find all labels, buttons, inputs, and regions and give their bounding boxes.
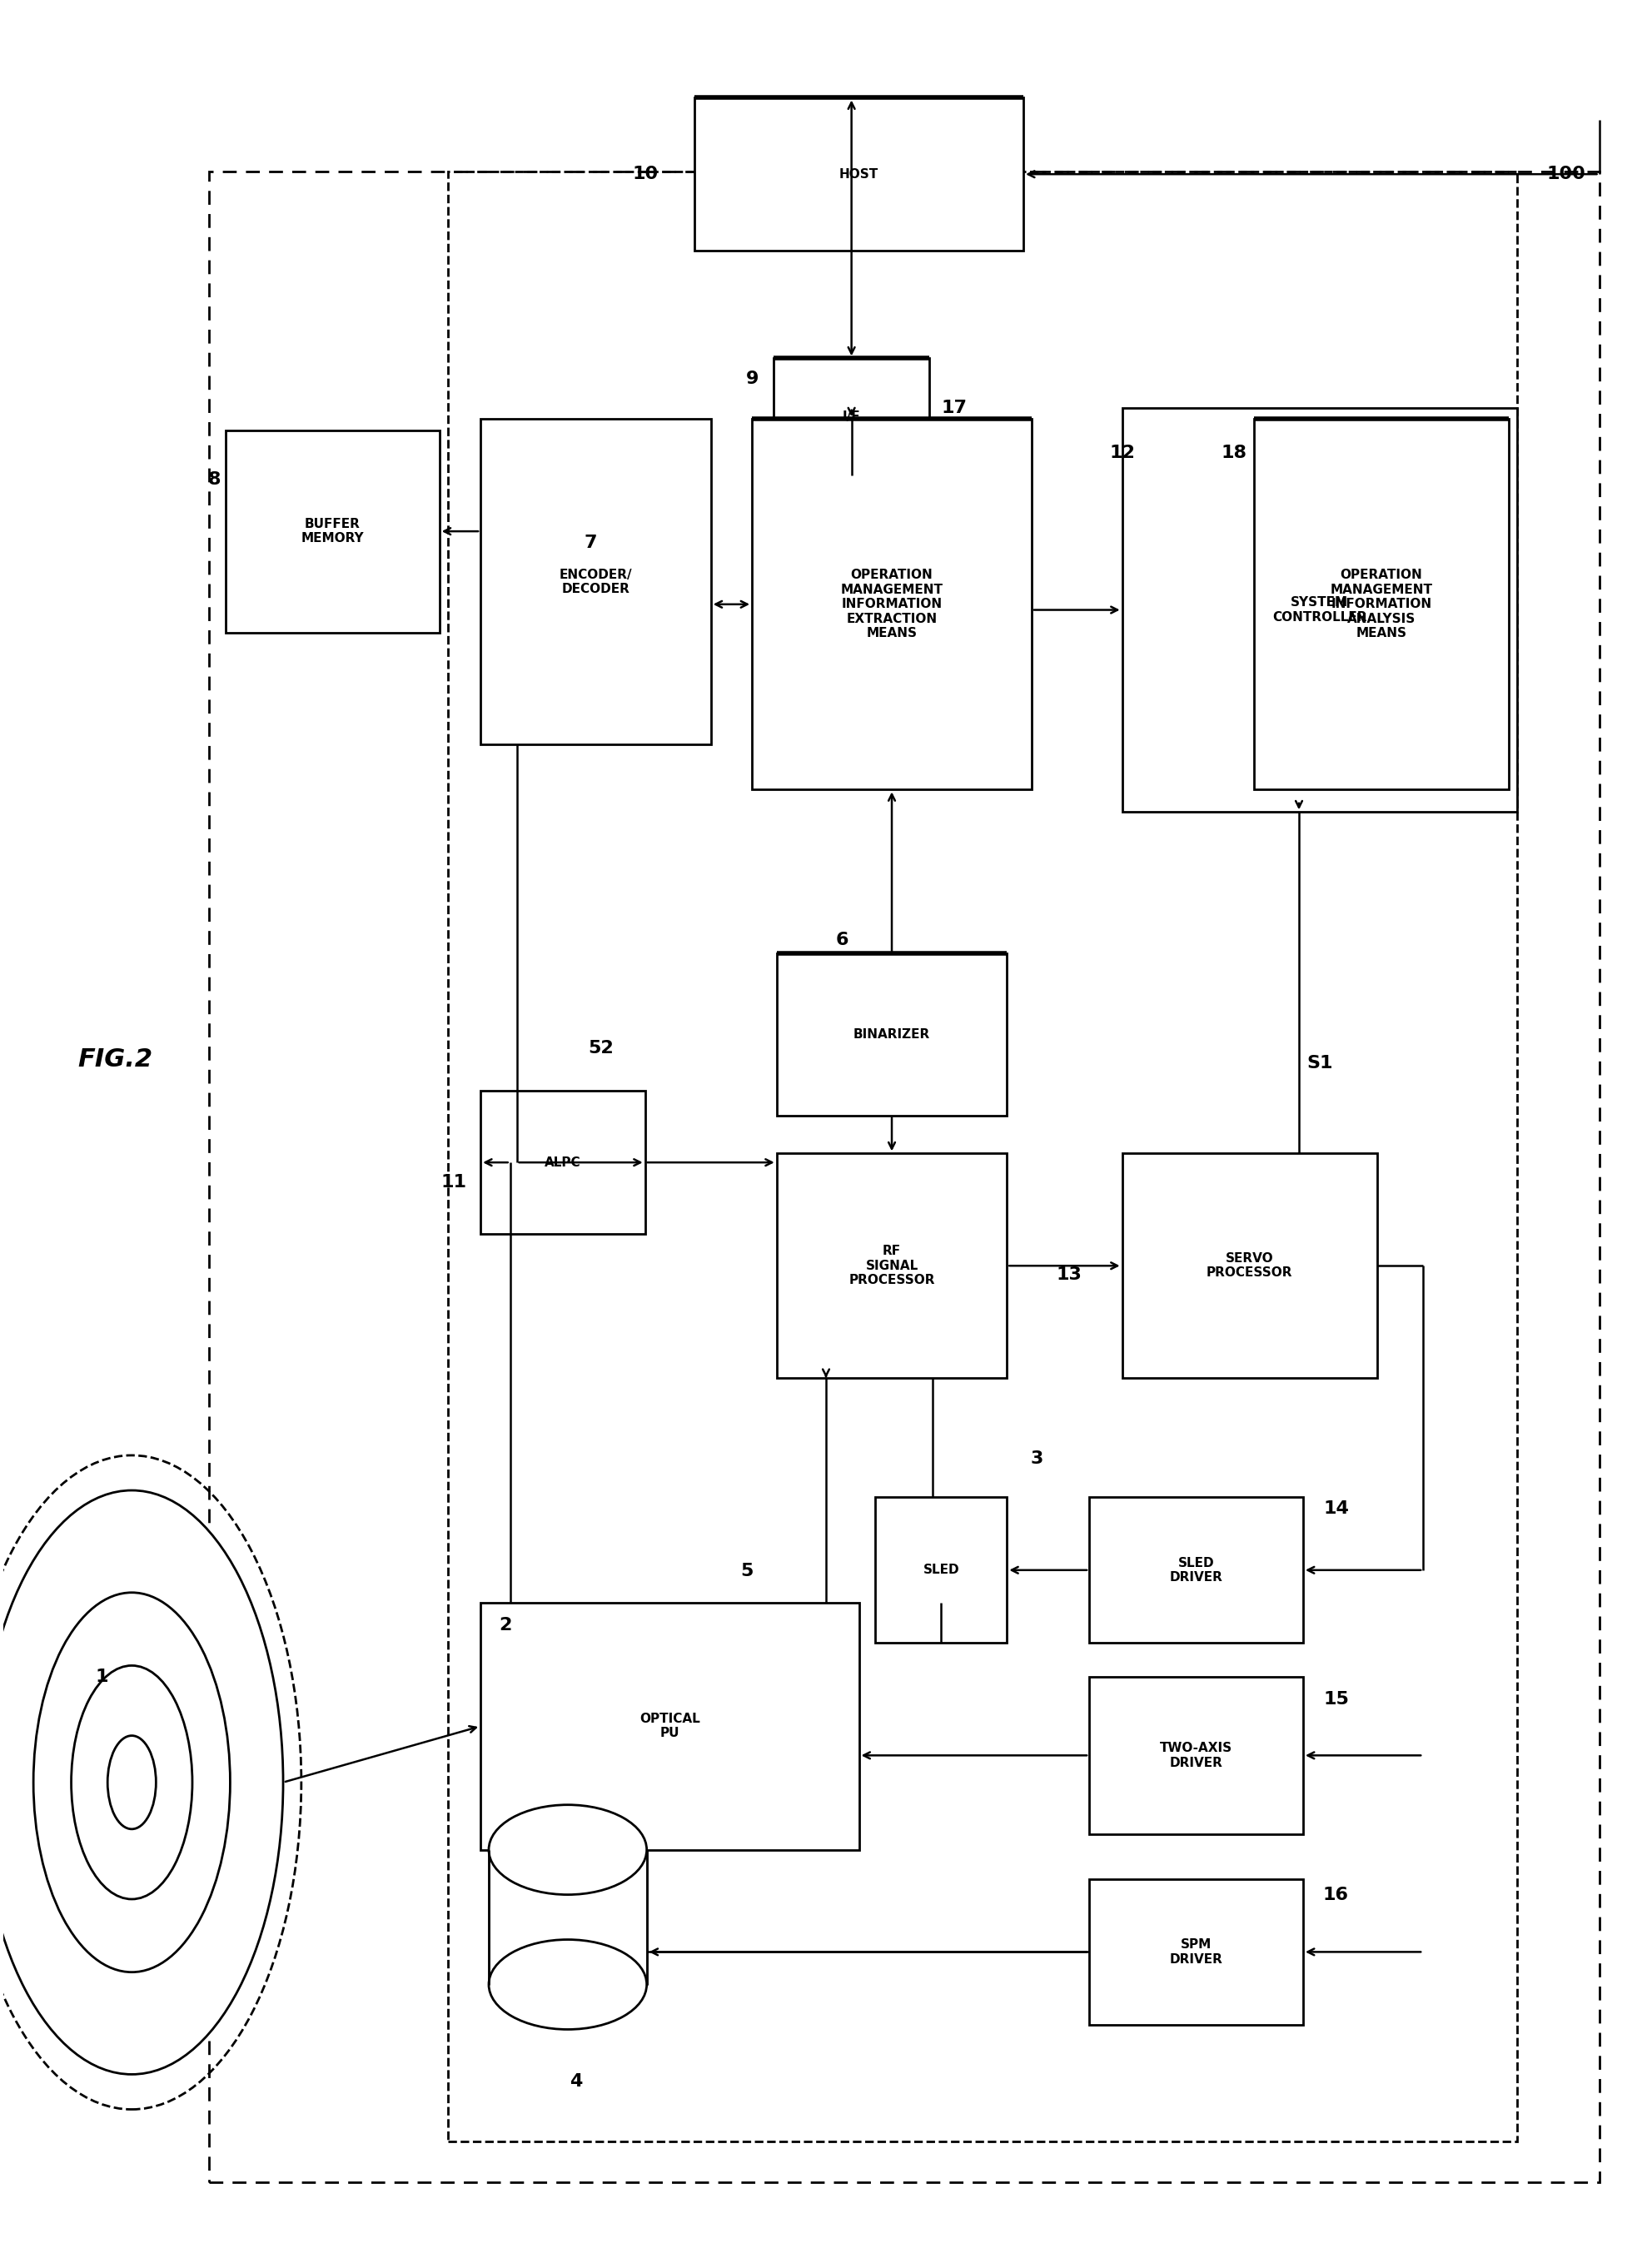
Text: 16: 16 xyxy=(1323,1886,1350,1904)
Text: S1: S1 xyxy=(1307,1054,1333,1072)
Text: SERVO
PROCESSOR: SERVO PROCESSOR xyxy=(1206,1253,1294,1280)
Text: TWO-AXIS
DRIVER: TWO-AXIS DRIVER xyxy=(1160,1742,1232,1769)
Text: 2: 2 xyxy=(499,1618,512,1633)
Bar xyxy=(1122,408,1517,811)
Text: 52: 52 xyxy=(588,1039,613,1057)
Text: OPTICAL
PU: OPTICAL PU xyxy=(639,1712,700,1739)
Text: SPM
DRIVER: SPM DRIVER xyxy=(1170,1938,1222,1965)
Bar xyxy=(752,419,1031,789)
Ellipse shape xyxy=(107,1735,155,1829)
Text: SLED
DRIVER: SLED DRIVER xyxy=(1170,1557,1222,1584)
Bar xyxy=(481,1602,859,1850)
Text: 100: 100 xyxy=(1546,167,1586,182)
Text: OPERATION
MANAGEMENT
INFORMATION
ANALYSIS
MEANS: OPERATION MANAGEMENT INFORMATION ANALYSI… xyxy=(1330,570,1432,640)
Text: 3: 3 xyxy=(1031,1451,1042,1467)
Ellipse shape xyxy=(0,1491,282,2075)
Text: 4: 4 xyxy=(570,2073,583,2089)
Text: SLED: SLED xyxy=(923,1564,960,1577)
Ellipse shape xyxy=(33,1593,230,1971)
Text: 10: 10 xyxy=(633,167,657,182)
Bar xyxy=(1254,419,1508,789)
Bar xyxy=(776,953,1008,1115)
Bar xyxy=(226,430,439,633)
Ellipse shape xyxy=(71,1665,192,1899)
Text: BUFFER
MEMORY: BUFFER MEMORY xyxy=(301,518,363,545)
Bar xyxy=(481,419,710,746)
Text: 5: 5 xyxy=(740,1564,753,1579)
Bar xyxy=(1089,1879,1303,2025)
Text: 11: 11 xyxy=(441,1174,468,1192)
Bar xyxy=(1122,1154,1378,1379)
Bar xyxy=(481,1090,644,1235)
Bar xyxy=(876,1496,1008,1642)
Text: ALPC: ALPC xyxy=(545,1156,582,1169)
Text: 6: 6 xyxy=(836,933,849,949)
Bar xyxy=(210,171,1599,2183)
Text: HOST: HOST xyxy=(839,169,879,180)
Text: FIG.2: FIG.2 xyxy=(78,1048,154,1070)
Text: 13: 13 xyxy=(1057,1266,1082,1282)
Text: 18: 18 xyxy=(1221,444,1247,462)
Ellipse shape xyxy=(489,1805,646,1895)
Text: 14: 14 xyxy=(1323,1500,1348,1516)
Text: 17: 17 xyxy=(942,399,966,417)
Text: SYSTEM
CONTROLLER: SYSTEM CONTROLLER xyxy=(1272,597,1366,624)
Bar xyxy=(1089,1676,1303,1834)
Ellipse shape xyxy=(489,1940,646,2030)
Bar xyxy=(776,1154,1008,1379)
Text: 8: 8 xyxy=(208,471,220,489)
Text: BINARIZER: BINARIZER xyxy=(854,1027,930,1041)
Bar xyxy=(694,97,1023,250)
Text: 12: 12 xyxy=(1108,444,1135,462)
Text: 15: 15 xyxy=(1323,1692,1348,1708)
Text: ENCODER/
DECODER: ENCODER/ DECODER xyxy=(560,568,633,595)
Text: OPERATION
MANAGEMENT
INFORMATION
EXTRACTION
MEANS: OPERATION MANAGEMENT INFORMATION EXTRACT… xyxy=(841,570,943,640)
Bar xyxy=(489,1850,646,1985)
Text: 7: 7 xyxy=(585,534,598,550)
Bar xyxy=(773,358,930,475)
Text: 1: 1 xyxy=(96,1669,109,1685)
Text: I/F: I/F xyxy=(843,410,861,424)
Bar xyxy=(1089,1496,1303,1642)
Bar xyxy=(448,171,1517,2143)
Text: 9: 9 xyxy=(745,369,758,388)
Text: RF
SIGNAL
PROCESSOR: RF SIGNAL PROCESSOR xyxy=(849,1246,935,1286)
